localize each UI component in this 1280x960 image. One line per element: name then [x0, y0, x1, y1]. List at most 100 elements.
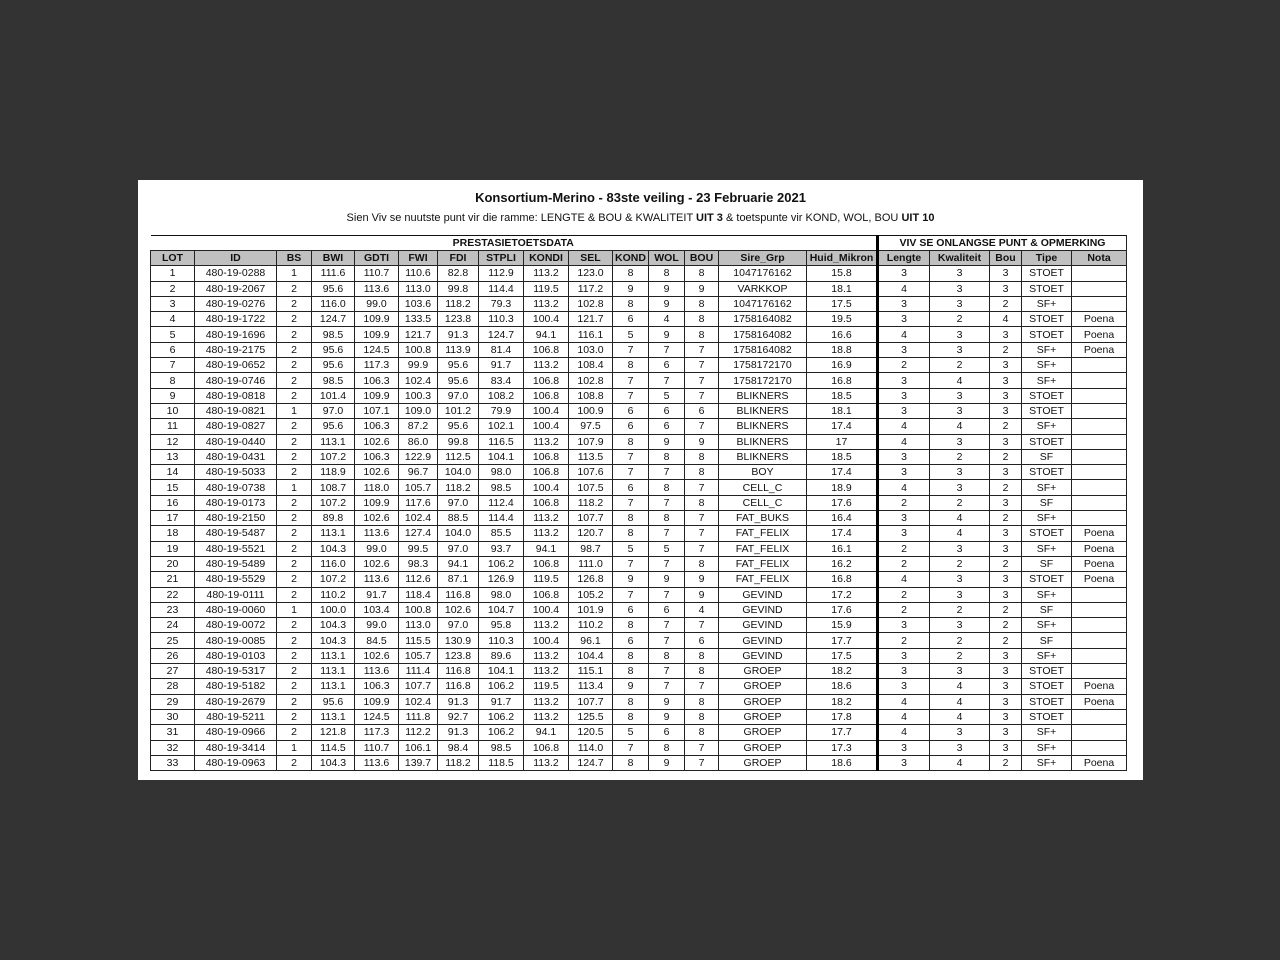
- cell-bou-2: 2: [989, 295, 1022, 313]
- cell-fdi: 97.0: [437, 617, 479, 634]
- cell-huid-mikron: 18.1: [806, 402, 879, 420]
- cell-kwaliteit: 3: [929, 280, 990, 297]
- cell-gdti: 109.9: [354, 311, 399, 328]
- cell-kondi: 119.5: [523, 280, 569, 297]
- cell-nota: [1071, 510, 1127, 527]
- cell-sel: 107.7: [568, 510, 613, 527]
- cell-bwi: 95.6: [311, 280, 355, 297]
- cell-sire-grp: FAT_FELIX: [718, 571, 807, 588]
- cell-bou-2: 3: [989, 525, 1022, 542]
- cell-bwi: 104.3: [311, 632, 355, 649]
- cell-bou-2: 3: [989, 433, 1022, 450]
- cell-fdi: 82.8: [437, 265, 479, 282]
- cell-kwaliteit: 2: [929, 647, 990, 665]
- cell-kondi: 113.2: [523, 357, 569, 374]
- cell-gdti: 99.0: [354, 540, 399, 557]
- cell-bou: 8: [684, 494, 719, 512]
- cell-sel: 102.8: [568, 372, 613, 389]
- cell-fwi: 121.7: [398, 326, 438, 343]
- cell-wol: 9: [648, 433, 685, 450]
- table-row: 8 480-19-0746 2 98.5 106.3 102.4 95.6 83.4 106.8…: [150, 372, 1127, 389]
- cell-lot: 31: [150, 724, 195, 741]
- cell-sel: 124.7: [568, 754, 613, 772]
- cell-bou: 7: [684, 357, 719, 374]
- cell-bou-2: 4: [989, 311, 1022, 328]
- cell-gdti: 106.3: [354, 448, 399, 466]
- cell-bs: 2: [276, 708, 312, 726]
- cell-lot: 1: [150, 265, 195, 282]
- cell-bou: 8: [684, 265, 719, 282]
- cell-fwi: 127.4: [398, 525, 438, 542]
- cell-bs: 2: [276, 357, 312, 374]
- cell-bs: 2: [276, 571, 312, 588]
- cell-bou-2: 3: [989, 571, 1022, 588]
- cell-sel: 98.7: [568, 540, 613, 557]
- cell-huid-mikron: 17.7: [806, 632, 879, 649]
- cell-gdti: 110.7: [354, 739, 399, 756]
- cell-sel: 100.9: [568, 402, 613, 420]
- cell-bwi: 116.0: [311, 295, 355, 313]
- cell-bou: 9: [684, 280, 719, 297]
- cell-lengte: 3: [877, 525, 930, 542]
- cell-huid-mikron: 18.6: [806, 754, 879, 772]
- table-row: 25 480-19-0085 2 104.3 84.5 115.5 130.9 110.3 10…: [150, 632, 1127, 649]
- cell-kondi: 113.2: [523, 647, 569, 665]
- table-row: 32 480-19-3414 1 114.5 110.7 106.1 98.4 98.5 106…: [150, 739, 1127, 756]
- cell-kond: 6: [612, 479, 649, 496]
- cell-gdti: 113.6: [354, 663, 399, 680]
- cell-nota: Poena: [1071, 326, 1127, 343]
- cell-stpli: 118.5: [478, 754, 524, 772]
- cell-fdi: 113.9: [437, 341, 479, 359]
- cell-wol: 7: [648, 586, 685, 603]
- cell-tipe: SF+: [1021, 647, 1072, 665]
- table-body: 1 480-19-0288 1 111.6 110.7 110.6 82.8 112.9 113…: [150, 265, 1127, 772]
- cell-bwi: 95.6: [311, 693, 355, 710]
- cell-huid-mikron: 17.2: [806, 586, 879, 603]
- cell-lot: 4: [150, 311, 195, 328]
- table-row: 12 480-19-0440 2 113.1 102.6 86.0 99.8 116.5 113…: [150, 433, 1127, 450]
- cell-bou: 7: [684, 678, 719, 695]
- cell-lengte: 3: [877, 739, 930, 756]
- cell-nota: [1071, 280, 1127, 297]
- cell-fdi: 101.2: [437, 402, 479, 420]
- cell-stpli: 98.5: [478, 479, 524, 496]
- cell-lot: 15: [150, 479, 195, 496]
- cell-nota: Poena: [1071, 678, 1127, 695]
- cell-kond: 8: [612, 663, 649, 680]
- cell-sire-grp: BLIKNERS: [718, 402, 807, 420]
- cell-lot: 10: [150, 402, 195, 420]
- cell-sel: 118.2: [568, 494, 613, 512]
- cell-bou: 7: [684, 525, 719, 542]
- cell-bs: 2: [276, 295, 312, 313]
- cell-bou-2: 2: [989, 341, 1022, 359]
- cell-kwaliteit: 4: [929, 372, 990, 389]
- cell-huid-mikron: 17.3: [806, 739, 879, 756]
- cell-kondi: 119.5: [523, 571, 569, 588]
- cell-lot: 25: [150, 632, 195, 649]
- cell-tipe: STOET: [1021, 464, 1072, 481]
- cell-kond: 9: [612, 280, 649, 297]
- cell-sire-grp: 1758164082: [718, 311, 807, 328]
- cell-wol: 7: [648, 632, 685, 649]
- cell-lot: 21: [150, 571, 195, 588]
- cell-gdti: 102.6: [354, 647, 399, 665]
- table-row: 19 480-19-5521 2 104.3 99.0 99.5 97.0 93.7 94.1 9…: [150, 540, 1127, 557]
- cell-id: 480-19-2175: [194, 341, 277, 359]
- cell-lengte: 4: [877, 708, 930, 726]
- subtitle-bold: UIT 10: [901, 212, 935, 224]
- cell-gdti: 110.7: [354, 265, 399, 282]
- cell-lot: 7: [150, 357, 195, 374]
- cell-lengte: 3: [877, 510, 930, 527]
- column-header-wol: WOL: [648, 249, 685, 267]
- cell-bou: 8: [684, 724, 719, 741]
- cell-id: 480-19-0440: [194, 433, 277, 450]
- cell-bou-2: 2: [989, 601, 1022, 619]
- cell-gdti: 102.6: [354, 510, 399, 527]
- cell-kond: 9: [612, 678, 649, 695]
- cell-huid-mikron: 18.2: [806, 663, 879, 680]
- cell-wol: 8: [648, 739, 685, 756]
- column-header-bs: BS: [276, 249, 312, 267]
- cell-id: 480-19-0963: [194, 754, 277, 772]
- cell-tipe: STOET: [1021, 433, 1072, 450]
- cell-kond: 8: [612, 708, 649, 726]
